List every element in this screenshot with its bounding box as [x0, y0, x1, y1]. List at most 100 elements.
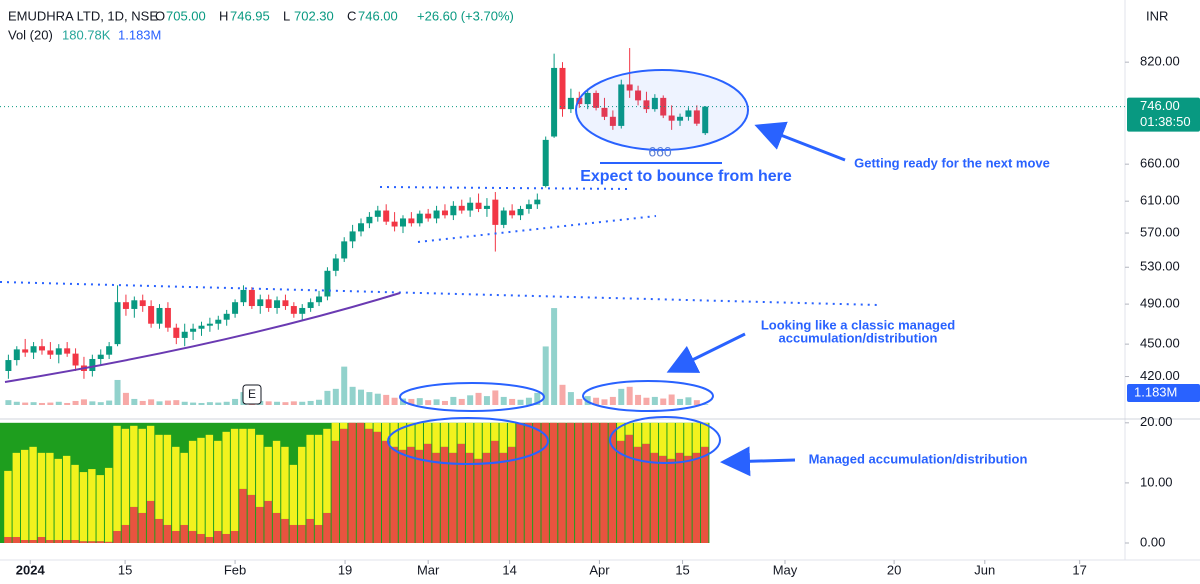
- indicator-bar: [625, 434, 633, 543]
- indicator-bar: [46, 452, 54, 540]
- volume-bar: [593, 397, 600, 405]
- indicator-bar: [289, 464, 298, 525]
- indicator-bar: [197, 437, 205, 534]
- indicator-bar: [306, 434, 314, 519]
- indicator-bar: [600, 422, 608, 543]
- volume-bar: [643, 397, 650, 405]
- indicator-bar: [684, 422, 692, 456]
- indicator-bar: [491, 440, 499, 543]
- volume-bar: [584, 396, 591, 405]
- indicator-bar: [205, 434, 214, 537]
- annotation: Managed accumulation/distribution: [809, 451, 1028, 466]
- indicator-bar: [4, 470, 12, 537]
- indicator-bar: [37, 452, 46, 537]
- y-tick-label: 820.00: [1140, 54, 1180, 69]
- indicator-bar: [692, 452, 701, 543]
- indicator-bar: [163, 524, 172, 543]
- indicator-bar: [121, 524, 130, 543]
- candle-body: [668, 115, 675, 121]
- indicator-bar: [449, 452, 457, 543]
- indicator-bar: [659, 455, 667, 543]
- candle-body: [274, 300, 281, 308]
- candle-body: [366, 216, 373, 224]
- candle-body: [324, 270, 331, 297]
- indicator-bar: [457, 443, 465, 543]
- volume-bar: [551, 308, 558, 405]
- indicator-bar: [239, 428, 247, 489]
- indicator-bar: [172, 530, 180, 543]
- indicator-tick-label: 0.00: [1140, 534, 1165, 549]
- x-tick-label: 2024: [16, 562, 46, 577]
- candle-body: [383, 210, 390, 222]
- volume-bar: [30, 402, 37, 405]
- indicator-bar: [591, 422, 600, 543]
- legend-value: 702.30: [294, 8, 334, 23]
- legend-value: 746.00: [358, 8, 398, 23]
- indicator-bar: [499, 452, 507, 543]
- indicator-bar: [390, 446, 398, 543]
- volume-bar: [72, 400, 79, 405]
- candle-body: [685, 110, 692, 117]
- indicator-bar: [482, 452, 491, 543]
- candle-body: [206, 323, 213, 326]
- indicator-bar: [407, 446, 415, 543]
- indicator-bar: [71, 539, 79, 543]
- indicator-bar: [381, 422, 390, 441]
- indicator-bar: [650, 452, 659, 543]
- indicator-bar: [37, 536, 46, 543]
- x-tick-label: 19: [338, 562, 352, 577]
- x-tick-label: Mar: [417, 562, 440, 577]
- indicator-bar: [130, 506, 138, 543]
- ellipse: [399, 382, 545, 412]
- ellipse: [609, 416, 721, 464]
- volume-bar: [702, 404, 709, 405]
- indicator-bar: [281, 446, 289, 519]
- indicator-bar: [146, 425, 155, 501]
- y-tick-label: 490.00: [1140, 296, 1180, 311]
- candle-body: [651, 97, 658, 110]
- candle-body: [30, 346, 37, 353]
- indicator-bar: [659, 422, 667, 456]
- candle-body: [89, 358, 96, 371]
- candle-body: [601, 107, 608, 117]
- indicator-bar: [507, 422, 516, 447]
- earnings-badge[interactable]: [242, 384, 262, 405]
- indicator-bar: [533, 422, 541, 543]
- indicator-bar: [104, 541, 113, 543]
- indicator-bar: [163, 434, 172, 525]
- legend-key: O: [155, 8, 165, 23]
- volume-bar: [232, 398, 239, 405]
- indicator-bar: [482, 422, 491, 453]
- indicator-bar: [323, 512, 331, 543]
- indicator-bar: [465, 422, 474, 453]
- volume-bar: [668, 394, 675, 405]
- candle-body: [492, 199, 499, 225]
- indicator-bar: [197, 533, 205, 543]
- volume-bar: [47, 402, 54, 405]
- indicator-bar: [104, 467, 113, 542]
- volume-ma-label: 1.183M: [1134, 384, 1177, 399]
- indicator-bar: [323, 428, 331, 513]
- legend: O 705.00 H 746.95 L 702.30 C 746.00 +26.60 (+3.7…: [155, 8, 514, 23]
- volume-bar: [22, 402, 29, 405]
- indicator-tick-label: 20.00: [1140, 414, 1173, 429]
- ellipse: [582, 380, 714, 412]
- ellipse: [575, 69, 749, 151]
- curve: [4, 292, 401, 383]
- volume-bar: [274, 401, 281, 405]
- candle-body: [467, 202, 474, 211]
- last-price-label: 746.00: [1140, 98, 1180, 113]
- indicator-bar: [79, 541, 88, 543]
- indicator-bar: [625, 422, 633, 435]
- indicator-bar: [121, 428, 130, 525]
- candle-body: [500, 210, 507, 225]
- indicator-bar: [457, 422, 465, 444]
- volume-bar: [467, 395, 474, 405]
- candle-body: [265, 299, 272, 308]
- volume-bar: [609, 396, 616, 405]
- indicator-bar: [155, 434, 163, 519]
- volume-bar: [441, 400, 448, 405]
- volume-ma: 1.183M: [118, 27, 161, 42]
- indicator-bar: [146, 500, 155, 543]
- candle-body: [114, 302, 121, 345]
